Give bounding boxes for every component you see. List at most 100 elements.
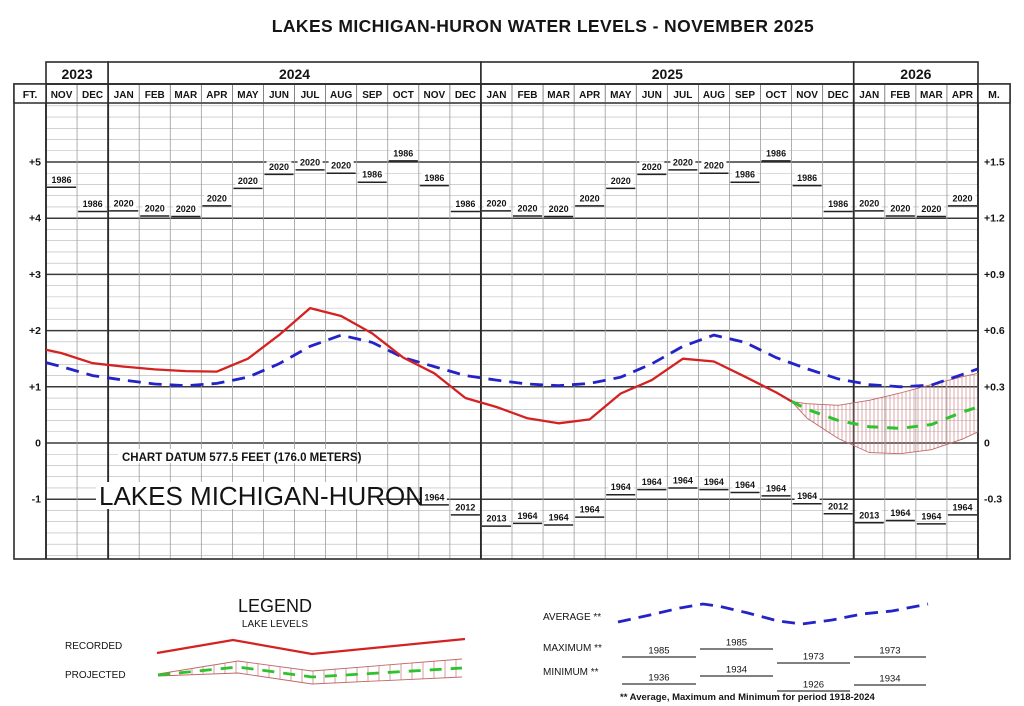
- month-label: JAN: [486, 90, 506, 101]
- right-axis-tick-label: +0.9: [984, 269, 1005, 281]
- min-tick-label: 1964: [766, 483, 786, 493]
- recorded-line: [45, 306, 793, 425]
- max-tick-label-bg: [515, 202, 541, 213]
- max-tick-label: 1986: [424, 173, 444, 183]
- max-tick-label: 1986: [766, 148, 786, 158]
- max-tick-label-bg: [825, 198, 851, 209]
- min-tick-label: 1964: [673, 475, 693, 485]
- max-tick-label: 2020: [269, 162, 289, 172]
- max-tick-label: 2020: [704, 161, 724, 171]
- max-tick-label: 2020: [300, 157, 320, 167]
- legend-max-year: 1973: [879, 646, 900, 657]
- max-tick-label: 2020: [952, 193, 972, 203]
- legend-average-label: AVERAGE **: [543, 612, 601, 623]
- min-tick-label-bg: [701, 476, 727, 487]
- max-tick-label: 2020: [673, 157, 693, 167]
- min-tick-label-bg: [856, 509, 882, 520]
- month-label: APR: [206, 90, 228, 101]
- max-tick-label: 2020: [114, 198, 134, 208]
- month-label: MAY: [237, 90, 259, 101]
- max-tick-label: 2020: [859, 198, 879, 208]
- right-axis-tick-label: +0.6: [984, 325, 1005, 337]
- uncertainty-band: [791, 373, 978, 454]
- min-tick-label: 1964: [424, 492, 444, 502]
- legend-min-year: 1934: [726, 665, 747, 676]
- max-tick-label: 2020: [921, 204, 941, 214]
- legend-min-year: 1936: [648, 673, 669, 684]
- uncertainty-band-top-edge: [791, 372, 979, 406]
- legend-minimum-label: MINIMUM **: [543, 667, 599, 678]
- legend-recorded-label: RECORDED: [65, 641, 122, 652]
- chart-outer-frame: [13, 83, 1011, 560]
- min-tick-label: 1964: [797, 491, 817, 501]
- left-unit-label: FT.: [23, 89, 38, 101]
- month-label: JUL: [673, 90, 692, 101]
- min-tick-label: 1964: [642, 477, 662, 487]
- year-label: 2024: [279, 66, 310, 82]
- legend-recorded-sample: [156, 637, 466, 656]
- max-tick-label-bg: [608, 175, 634, 186]
- max-tick-label-bg: [111, 197, 137, 208]
- month-label: NOV: [423, 90, 445, 101]
- min-tick-label: 2013: [859, 510, 879, 520]
- month-label: JAN: [114, 90, 134, 101]
- right-axis-tick-label: -0.3: [984, 494, 1002, 506]
- legend-max-year: 1985: [726, 638, 747, 649]
- max-tick-label: 2020: [580, 193, 600, 203]
- max-tick-label: 2020: [549, 204, 569, 214]
- max-tick-label: 1986: [455, 199, 475, 209]
- min-tick-label-bg: [483, 513, 509, 524]
- month-label: FEB: [518, 90, 538, 101]
- month-label: SEP: [362, 90, 382, 101]
- year-label: 2026: [900, 66, 931, 82]
- legend-max-year: 1985: [648, 646, 669, 657]
- month-label: JUL: [301, 90, 320, 101]
- min-tick-label: 1964: [952, 502, 972, 512]
- min-tick-label: 1964: [580, 505, 600, 515]
- month-label: MAR: [174, 90, 198, 101]
- legend-maximum-label: MAXIMUM **: [543, 643, 602, 654]
- legend-max-year: 1973: [803, 652, 824, 663]
- max-tick-label-bg: [297, 156, 323, 167]
- min-tick-label-bg: [887, 507, 913, 518]
- left-unit-box: [13, 83, 47, 104]
- min-tick-label-bg: [608, 481, 634, 492]
- min-tick-label-bg: [794, 490, 820, 501]
- right-axis-tick-label: +0.3: [984, 381, 1005, 393]
- max-tick-label-bg: [142, 202, 168, 213]
- max-tick-label-bg: [359, 169, 385, 180]
- max-tick-label: 2020: [518, 203, 538, 213]
- max-tick-label: 2020: [890, 203, 910, 213]
- month-label: NOV: [796, 90, 818, 101]
- max-tick-label: 2020: [238, 176, 258, 186]
- max-tick-label-bg: [452, 198, 478, 209]
- lake-name-bg: [96, 482, 378, 509]
- min-tick-label-bg: [421, 491, 447, 502]
- min-tick-label: 2012: [828, 501, 848, 511]
- right-axis-tick-label: +1.2: [984, 213, 1005, 225]
- month-label: MAY: [610, 90, 632, 101]
- month-label: JAN: [859, 90, 879, 101]
- legend-band-top-edge: [157, 658, 463, 675]
- max-tick-label: 2020: [642, 162, 662, 172]
- month-label: APR: [579, 90, 601, 101]
- min-tick-label-bg: [825, 500, 851, 511]
- month-label: SEP: [735, 90, 755, 101]
- min-tick-label-bg: [639, 476, 665, 487]
- left-axis-tick-label: +2: [29, 325, 41, 337]
- legend-subtitle: LAKE LEVELS: [242, 619, 308, 630]
- min-tick-label-bg: [949, 501, 975, 512]
- max-tick-label-bg: [949, 192, 975, 203]
- max-tick-label-bg: [918, 203, 944, 214]
- chart-datum-bg: [118, 449, 352, 463]
- legend-average-sample: [617, 602, 929, 626]
- month-label: FEB: [890, 90, 910, 101]
- month-label: FEB: [145, 90, 165, 101]
- max-tick-label-bg: [701, 160, 727, 171]
- left-axis-tick-label: +5: [29, 157, 41, 169]
- month-label: MAR: [547, 90, 571, 101]
- min-tick-label: 1964: [921, 511, 941, 521]
- max-tick-label-bg: [577, 192, 603, 203]
